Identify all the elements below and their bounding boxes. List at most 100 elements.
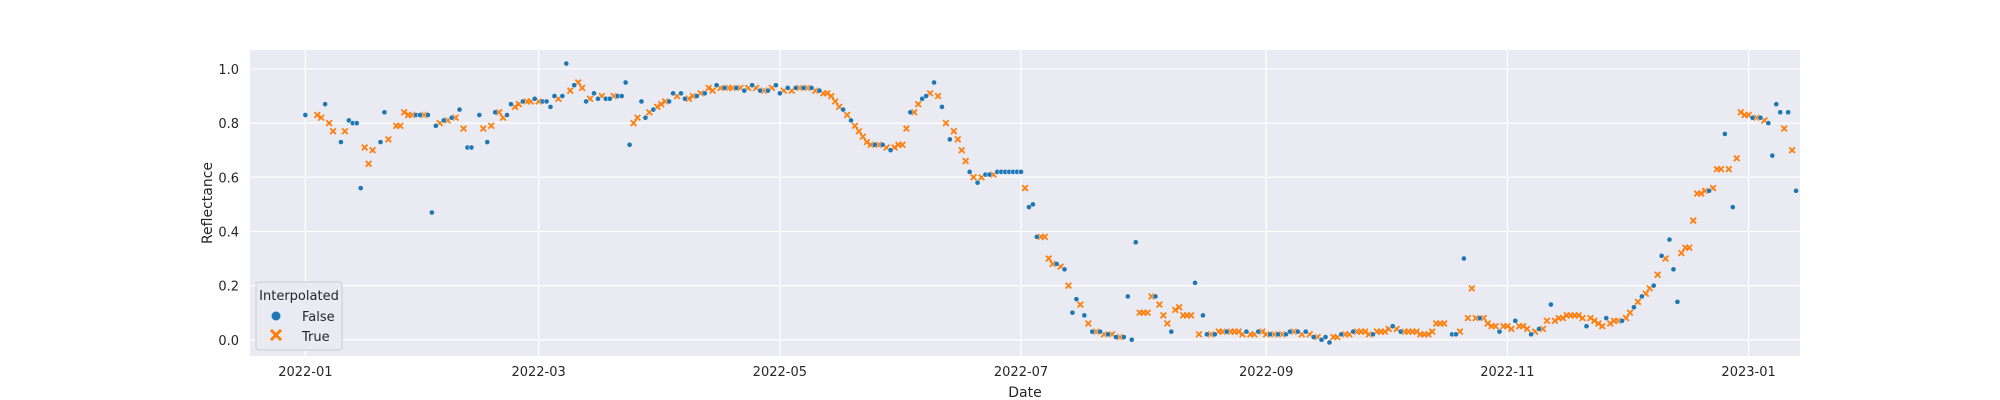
data-point-false — [1204, 331, 1210, 338]
data-point-false — [1453, 331, 1459, 338]
data-point-false — [1631, 304, 1637, 311]
data-point-false — [1650, 282, 1657, 289]
data-point-false — [571, 82, 578, 89]
data-point-false — [887, 147, 894, 154]
data-point-true — [1116, 333, 1124, 341]
data-point-false — [1318, 336, 1325, 343]
data-point-true — [1468, 284, 1476, 292]
data-point-false — [670, 90, 676, 97]
data-point-true — [950, 127, 958, 135]
data-point-false — [879, 141, 886, 148]
data-point-false — [1785, 109, 1791, 116]
data-point-false — [1283, 331, 1289, 338]
data-point-false — [1121, 334, 1127, 340]
data-point-true — [1144, 309, 1152, 317]
data-point-true — [1634, 298, 1642, 306]
data-point-true — [1187, 311, 1195, 319]
data-point-true — [867, 141, 875, 149]
data-point-false — [1294, 328, 1301, 335]
data-point-false — [456, 106, 463, 113]
data-point-true — [578, 84, 586, 92]
data-point-false — [1097, 328, 1103, 335]
data-point-true — [962, 157, 970, 165]
y-tick-label: 0.8 — [218, 117, 239, 132]
data-point-true — [369, 146, 377, 154]
data-point-true — [1084, 320, 1092, 327]
data-point-true — [1155, 301, 1163, 309]
data-point-false — [1722, 131, 1728, 137]
data-point-false — [322, 101, 328, 108]
legend-true-marker — [269, 328, 283, 342]
data-point-false — [848, 117, 854, 124]
data-point-false — [302, 112, 309, 118]
data-point-false — [583, 98, 589, 105]
y-tick-label: 1.0 — [218, 63, 239, 78]
data-point-false — [1113, 334, 1119, 340]
legend: Interpolated False True — [255, 281, 343, 351]
data-point-true — [796, 84, 804, 92]
grid — [250, 50, 1800, 356]
x-tick-label: 2022-07 — [994, 365, 1048, 380]
data-point-true — [855, 127, 863, 135]
data-point-false — [765, 87, 771, 94]
data-point-true — [760, 87, 768, 95]
data-point-false — [1287, 328, 1293, 335]
data-point-true — [1021, 184, 1029, 192]
data-point-false — [547, 104, 554, 110]
data-point-false — [425, 112, 431, 118]
data-point-false — [816, 87, 823, 94]
data-point-false — [551, 93, 558, 99]
series-true — [313, 79, 1796, 341]
data-point-false — [1302, 328, 1309, 335]
data-point-false — [559, 93, 566, 99]
y-tick-label: 0.0 — [218, 334, 239, 349]
data-point-true — [1148, 292, 1156, 300]
data-point-false — [1338, 331, 1345, 338]
data-point-false — [606, 95, 613, 102]
data-point-false — [1168, 328, 1175, 335]
data-point-false — [1793, 187, 1799, 194]
data-point-true — [1428, 328, 1436, 336]
data-point-true — [1725, 165, 1733, 173]
data-point-false — [923, 93, 929, 99]
data-point-true — [831, 97, 839, 105]
data-point-true — [1677, 249, 1685, 257]
data-point-true — [361, 144, 369, 151]
data-point-true — [1543, 317, 1551, 325]
data-point-true — [365, 160, 373, 168]
data-point-false — [693, 93, 700, 99]
data-point-false — [776, 90, 783, 97]
data-point-false — [1729, 204, 1736, 210]
data-point-false — [1674, 298, 1681, 305]
data-point-false — [1619, 317, 1625, 324]
data-point-false — [1496, 328, 1503, 335]
data-point-true — [1175, 303, 1183, 311]
y-tick-label: 0.6 — [218, 171, 239, 186]
data-point-true — [689, 92, 697, 100]
data-point-false — [939, 104, 945, 110]
data-point-false — [1255, 328, 1262, 335]
data-point-true — [1365, 330, 1373, 338]
data-point-false — [1528, 331, 1534, 338]
data-point-false — [1706, 187, 1712, 194]
data-point-false — [622, 79, 629, 86]
data-point-false — [1243, 328, 1250, 335]
data-point-false — [508, 101, 514, 108]
y-tick-label: 0.4 — [218, 225, 239, 240]
data-point-true — [317, 114, 325, 122]
data-point-true — [942, 119, 950, 127]
data-point-false — [1583, 323, 1590, 330]
data-point-false — [432, 122, 439, 129]
x-tick-label: 2022-03 — [511, 365, 565, 380]
data-point-true — [1278, 330, 1286, 338]
data-point-true — [479, 125, 487, 133]
data-point-true — [958, 146, 966, 154]
data-point-true — [934, 92, 942, 100]
plot-background — [250, 50, 1800, 356]
data-point-false — [1132, 239, 1139, 246]
data-point-false — [784, 85, 791, 91]
data-point-false — [974, 179, 981, 186]
data-point-false — [1089, 328, 1096, 335]
data-point-true — [1045, 255, 1053, 262]
data-point-true — [709, 87, 717, 95]
